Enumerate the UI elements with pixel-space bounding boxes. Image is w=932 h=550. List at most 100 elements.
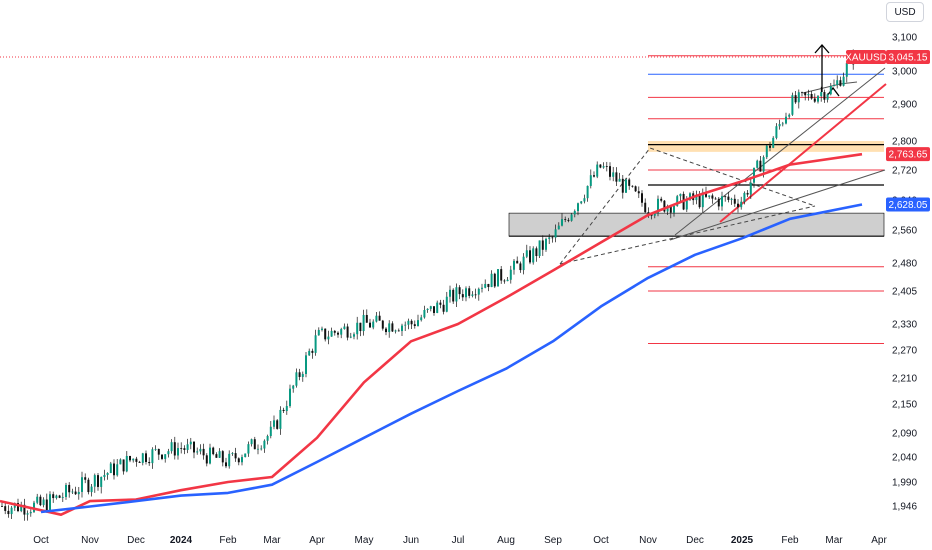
price-axis[interactable]: 3,1003,0002,9002,8002,7202,6402,5602,480… (892, 33, 917, 513)
candle-body (506, 279, 509, 282)
candle-body (551, 237, 554, 239)
price-tick-label: 2,560 (892, 226, 917, 237)
candle-body (97, 475, 99, 487)
candle-body (36, 496, 39, 503)
target-arrow-head-icon (814, 44, 830, 54)
candle-body (756, 160, 759, 168)
candle-body (637, 191, 640, 194)
candle-body (138, 461, 141, 463)
candle-body (570, 214, 573, 221)
candle-body (817, 96, 819, 102)
candle-body (330, 330, 333, 337)
candle-body (724, 196, 727, 198)
candle-body (129, 455, 131, 461)
candle-body (753, 167, 755, 183)
candle-body (548, 237, 551, 239)
candle-body (353, 334, 355, 337)
candle-body (407, 320, 410, 325)
candle-body (420, 317, 423, 321)
candle-body (423, 310, 426, 318)
time-axis[interactable]: Oct Nov Dec 2024 Feb Mar Apr May Jun Jul Aug Sep Oct… (33, 535, 887, 546)
candle-body (289, 388, 291, 407)
currency-button[interactable]: USD (886, 2, 924, 22)
candle-body (55, 495, 58, 499)
candle-body (820, 92, 823, 97)
candle-body (516, 260, 519, 264)
time-tick-label: Jun (403, 535, 419, 546)
time-tick-label: Feb (219, 535, 237, 546)
candle-body (183, 448, 186, 450)
candle-body (228, 453, 231, 467)
candle-body (452, 289, 455, 302)
candle-body (17, 502, 19, 512)
candle-body (788, 114, 791, 117)
candles-layer (1, 49, 855, 521)
candle-body (615, 172, 618, 182)
candle-body (215, 454, 218, 458)
candle-body (522, 256, 525, 271)
candle-body (343, 326, 346, 330)
candle-body (71, 491, 74, 493)
candle-body (45, 499, 48, 512)
candle-body (253, 439, 256, 450)
candle-body (308, 350, 311, 356)
candle-body (74, 491, 77, 495)
candle-body (577, 203, 579, 212)
symbol-tag-bg (846, 50, 886, 64)
candle-body (311, 350, 314, 353)
candle-body (273, 420, 275, 427)
price-tick-label: 2,150 (892, 400, 917, 411)
candle-body (826, 94, 829, 100)
candle-body (689, 193, 691, 200)
candle-body (839, 80, 842, 86)
candle-body (580, 201, 583, 204)
candle-body (164, 454, 167, 459)
candle-body (458, 287, 461, 295)
candle-body (762, 157, 765, 172)
candle-body (365, 314, 368, 323)
candle-body (679, 193, 682, 197)
candle-body (81, 477, 83, 492)
candle-body (116, 464, 119, 476)
candle-body (426, 308, 429, 311)
candle-body (804, 92, 807, 96)
candle-body (186, 444, 189, 450)
candle-body (109, 463, 112, 473)
candle-body (468, 288, 471, 296)
candle-body (119, 459, 122, 465)
candle-body (42, 499, 45, 506)
candle-body (205, 455, 208, 464)
candle-body (161, 454, 163, 459)
candle-body (196, 451, 199, 453)
candle-body (845, 62, 848, 77)
candle-body (641, 193, 643, 203)
candle-body (298, 372, 301, 377)
price-tags: XAUUSD 3,045.15 2,763.65 2,628.05 (845, 50, 930, 212)
candle-body (65, 484, 67, 498)
candle-body (461, 294, 464, 298)
candle-body (717, 198, 720, 207)
candle-body (612, 172, 615, 177)
candle-body (369, 322, 371, 328)
last-price-tag-bg (886, 50, 930, 64)
candle-body (455, 287, 458, 302)
candle-body (529, 250, 531, 263)
candle-body (445, 296, 448, 312)
candle-body (167, 451, 170, 455)
ma-fast-tag: 2,763.65 (889, 150, 928, 161)
candle-body (746, 192, 749, 195)
candle-body (417, 320, 419, 327)
candle-body (202, 448, 205, 456)
candle-body (180, 448, 183, 449)
candle-body (618, 178, 621, 182)
candle-body (359, 322, 362, 332)
candle-body (465, 288, 467, 298)
candle-body (260, 448, 263, 450)
candle-body (471, 294, 474, 296)
candle-body (189, 441, 192, 445)
candle-body (791, 95, 794, 115)
candle-body (477, 288, 480, 295)
candle-body (449, 289, 451, 297)
candle-body (481, 287, 483, 289)
